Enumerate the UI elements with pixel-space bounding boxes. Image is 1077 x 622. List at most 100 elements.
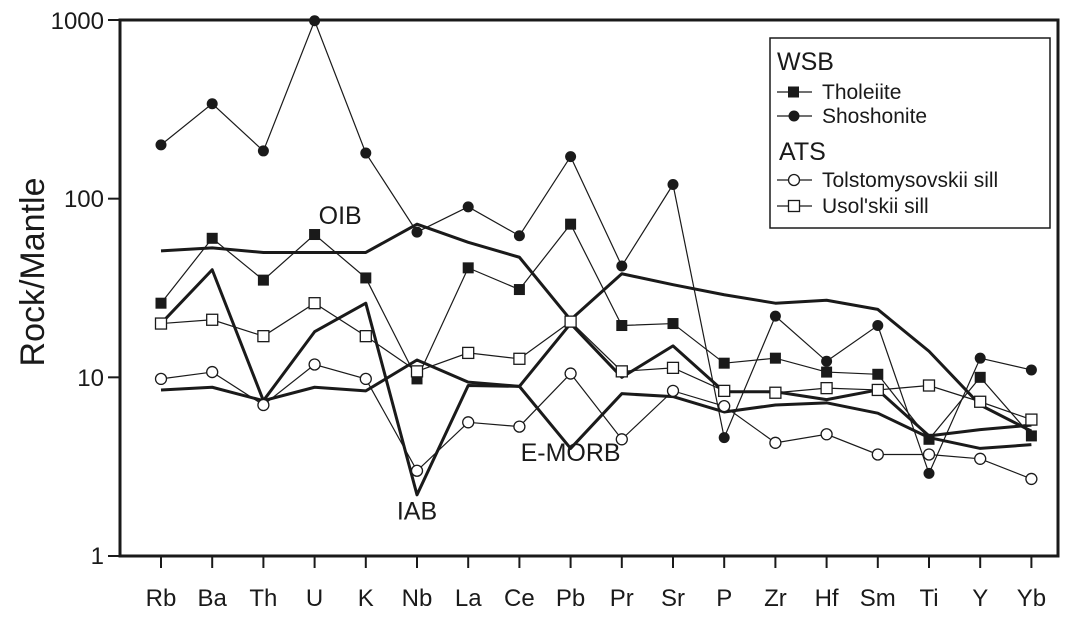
- plot-frame: [118, 18, 1060, 558]
- marker-tolstomysovskii-sill-k: [359, 372, 372, 386]
- reference-line-oib: [160, 222, 1033, 433]
- marker-usol-skii-sill-y: [974, 395, 987, 408]
- reference-label-e-morb: E-MORB: [521, 439, 621, 467]
- series-shoshonite: [155, 15, 1037, 479]
- marker-usol-skii-sill-zr: [769, 386, 782, 399]
- x-tick-label-sm: Sm: [860, 585, 896, 612]
- y-tick-marks: [108, 19, 120, 557]
- marker-shoshonite-th: [257, 145, 269, 157]
- marker-shoshonite-rb: [155, 139, 167, 151]
- marker-tolstomysovskii-sill-la: [462, 416, 475, 429]
- legend-entry-usolskii: Usol'skii sill: [777, 195, 929, 218]
- marker-shoshonite-ce: [513, 230, 525, 242]
- series-line-shoshonite: [160, 19, 1032, 476]
- x-tick-label-nb: Nb: [402, 585, 433, 612]
- x-tick-label-ce: Ce: [504, 585, 535, 612]
- x-tick-label-th: Th: [249, 585, 277, 612]
- marker-tolstomysovskii-sill-p: [718, 399, 731, 413]
- y-tick-label-1: 1: [91, 543, 104, 570]
- marker-tolstomysovskii-sill-th: [257, 398, 270, 412]
- series-line-tholeiite: [160, 223, 1032, 441]
- series-tolstomysovskii-sill: [154, 358, 1038, 486]
- marker-tholeiite-y: [974, 371, 986, 383]
- x-tick-label-p: P: [716, 585, 732, 612]
- marker-shoshonite-pr: [616, 260, 628, 272]
- marker-shoshonite-pb: [565, 151, 577, 163]
- legend-tholeiite-label: Tholeiite: [822, 81, 901, 104]
- reference-label-oib: OIB: [319, 202, 362, 230]
- marker-shoshonite-nb: [411, 226, 423, 238]
- marker-tolstomysovskii-sill-zr: [769, 436, 782, 449]
- x-tick-label-u: U: [306, 585, 323, 612]
- marker-tholeiite-yb: [1025, 430, 1037, 442]
- marker-tolstomysovskii-sill-hf: [820, 428, 833, 441]
- marker-tolstomysovskii-sill-ti: [922, 448, 936, 461]
- marker-usol-skii-sill-hf: [820, 381, 833, 395]
- marker-usol-skii-sill-rb: [154, 317, 168, 330]
- x-tick-label-rb: Rb: [146, 585, 177, 612]
- marker-tolstomysovskii-sill-pr: [615, 433, 628, 446]
- legend-heading-wsb: WSB: [777, 48, 834, 76]
- x-tick-label-ba: Ba: [198, 585, 228, 612]
- reference-lines: [159, 222, 1033, 497]
- marker-usol-skii-sill-ti: [922, 379, 936, 392]
- marker-usol-skii-sill-nb: [410, 365, 424, 378]
- x-tick-label-zr: Zr: [764, 585, 787, 612]
- marker-shoshonite-la: [462, 201, 474, 213]
- marker-usol-skii-sill-pb: [564, 315, 577, 328]
- marker-tholeiite-pb: [565, 218, 577, 230]
- marker-shoshonite-yb: [1025, 364, 1037, 376]
- marker-tholeiite-rb: [155, 297, 167, 309]
- marker-shoshonite-sm: [872, 320, 884, 332]
- series-line-usol-skii-sill: [160, 302, 1032, 421]
- marker-usol-skii-sill-ba: [206, 313, 219, 326]
- legend-tolstomysovskii-marker: [787, 173, 801, 187]
- y-tick-label-100: 100: [64, 186, 104, 213]
- marker-usol-skii-sill-u: [308, 297, 321, 310]
- x-tick-label-ti: Ti: [919, 585, 938, 612]
- marker-usol-skii-sill-la: [462, 346, 475, 360]
- x-tick-label-pr: Pr: [610, 585, 634, 612]
- marker-shoshonite-y: [974, 352, 986, 364]
- x-tick-label-hf: Hf: [815, 585, 839, 612]
- marker-tolstomysovskii-sill-nb: [410, 464, 424, 477]
- y-tick-label-1000: 1000: [51, 8, 104, 35]
- y-tick-labels: 1 10 100 1000: [51, 8, 104, 570]
- marker-usol-skii-sill-sm: [871, 383, 884, 397]
- marker-tolstomysovskii-sill-u: [308, 358, 321, 371]
- legend-box: [769, 37, 1051, 229]
- y-axis-title: Rock/Mantle: [14, 178, 52, 367]
- x-tick-marks: [160, 556, 1033, 568]
- legend-entry-tholeiite: Tholeiite: [777, 81, 901, 104]
- marker-tholeiite-nb: [411, 373, 423, 385]
- marker-tholeiite-p: [718, 357, 730, 369]
- x-tick-label-pb: Pb: [556, 585, 585, 612]
- reference-line-e-morb: [160, 358, 1032, 450]
- x-tick-label-k: K: [358, 585, 374, 612]
- marker-shoshonite-hf: [821, 355, 833, 367]
- marker-tolstomysovskii-sill-y: [974, 452, 987, 465]
- marker-tholeiite-k: [360, 272, 372, 284]
- reference-line-iab: [159, 268, 1032, 497]
- legend-tholeiite-marker: [788, 86, 799, 98]
- marker-shoshonite-ba: [206, 98, 218, 110]
- marker-usol-skii-sill-yb: [1025, 413, 1038, 426]
- marker-tholeiite-la: [462, 262, 474, 274]
- x-tick-label-sr: Sr: [661, 585, 685, 612]
- marker-tolstomysovskii-sill-ba: [206, 365, 219, 379]
- marker-shoshonite-zr: [769, 310, 781, 322]
- marker-tholeiite-sm: [872, 368, 884, 380]
- marker-tholeiite-sr: [667, 318, 679, 330]
- marker-usol-skii-sill-k: [359, 330, 372, 343]
- marker-tolstomysovskii-sill-pb: [564, 367, 577, 380]
- marker-usol-skii-sill-th: [257, 330, 270, 343]
- marker-tolstomysovskii-sill-ce: [513, 420, 526, 433]
- marker-tolstomysovskii-sill-yb: [1025, 472, 1038, 486]
- sample-series: [154, 15, 1038, 486]
- legend-shoshonite-label: Shoshonite: [822, 105, 927, 128]
- marker-tholeiite-th: [257, 274, 269, 286]
- marker-shoshonite-p: [718, 432, 730, 444]
- x-tick-label-y: Y: [972, 585, 988, 612]
- marker-tolstomysovskii-sill-sr: [666, 384, 680, 398]
- legend-heading-ats: ATS: [779, 138, 826, 166]
